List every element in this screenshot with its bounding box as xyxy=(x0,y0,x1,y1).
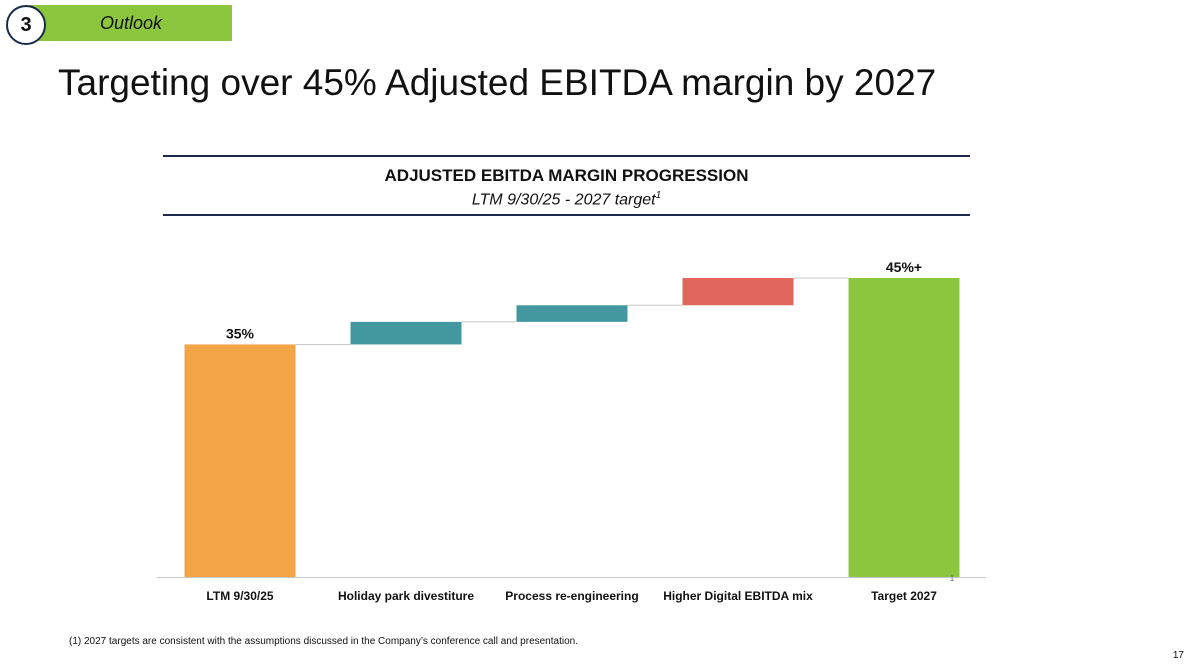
category-label: Higher Digital EBITDA mix xyxy=(663,589,813,603)
page-number: 17 xyxy=(1172,650,1184,661)
chart-subtitle: LTM 9/30/25 - 2027 target1 xyxy=(163,190,970,209)
category-label: Process re-engineering xyxy=(505,589,638,603)
baseline-footnote-marker: 1 xyxy=(950,574,955,583)
bar-process-re-engineering xyxy=(516,305,628,322)
bar-higher-digital-ebitda-mix xyxy=(682,278,794,306)
section-label: Outlook xyxy=(30,5,232,41)
chart-subtitle-footnote-marker: 1 xyxy=(655,190,662,201)
chart-header-top-rule xyxy=(163,155,970,157)
chart-subtitle-text: LTM 9/30/25 - 2027 target xyxy=(471,191,656,209)
chart-header-bottom-rule xyxy=(163,214,970,216)
section-number: 3 xyxy=(6,5,46,45)
section-badge: 3 xyxy=(6,5,46,45)
bar-holiday-park-divestiture xyxy=(350,321,462,345)
footnote: (1) 2027 targets are consistent with the… xyxy=(69,636,578,647)
chart-title: ADJUSTED EBITDA MARGIN PROGRESSION xyxy=(384,166,749,185)
category-label: Target 2027 xyxy=(871,589,937,603)
category-label: LTM 9/30/25 xyxy=(206,589,273,603)
bar-target-2027 xyxy=(848,278,960,577)
bar-ltm-9-30-25 xyxy=(184,344,296,577)
page-title: Targeting over 45% Adjusted EBITDA margi… xyxy=(58,62,937,103)
data-label: 35% xyxy=(226,325,255,341)
data-label: 45%+ xyxy=(886,259,922,275)
category-label: Holiday park divestiture xyxy=(338,589,474,603)
